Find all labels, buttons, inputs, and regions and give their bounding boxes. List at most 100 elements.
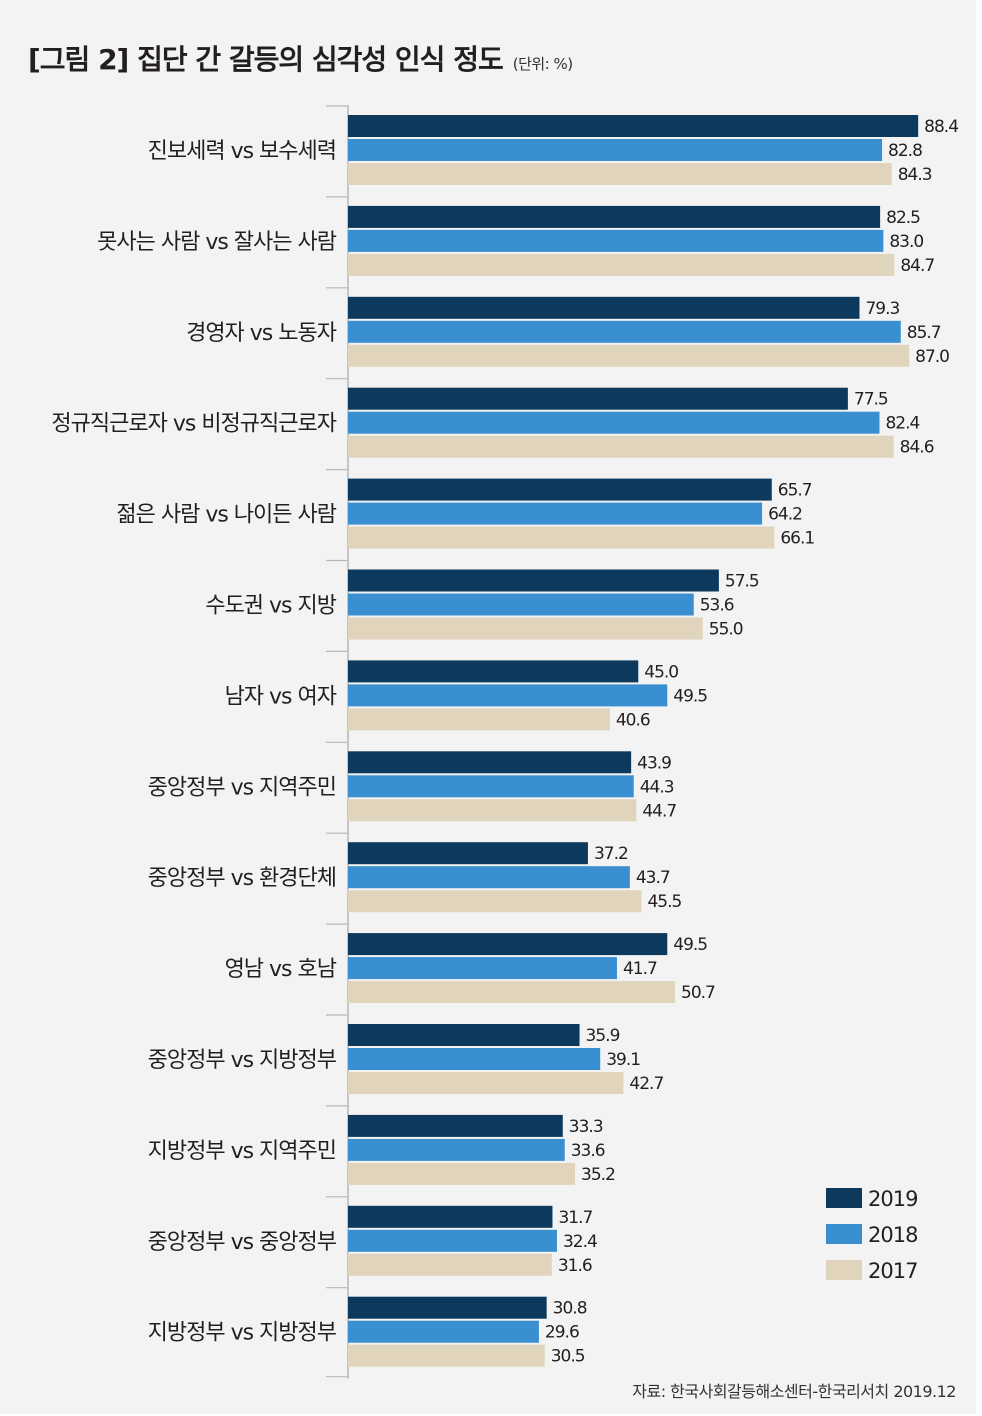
data-label-2017: 84.7 [900,256,934,276]
bar-2018 [348,320,901,343]
chart-unit: (단위: %) [512,55,573,73]
bar-2019 [348,1296,547,1319]
bar-2017 [348,253,895,276]
bar-2019 [348,842,588,865]
data-label-2017: 87.0 [915,347,949,367]
data-label-2018: 33.6 [571,1141,605,1161]
data-label-2017: 66.1 [780,529,814,549]
bar-2018 [348,1320,539,1343]
bar-2017 [348,799,637,822]
bar-2019 [348,478,772,501]
data-label-2017: 35.2 [581,1165,615,1185]
data-label-2019: 31.7 [558,1208,592,1228]
data-label-2019: 79.3 [865,299,899,319]
legend-swatch-2018 [826,1224,862,1244]
category-label: 못사는 사람 vs 잘사는 사람 [97,230,337,255]
data-label-2018: 82.4 [885,414,919,434]
data-label-2017: 50.7 [681,983,715,1003]
bar-2017 [348,435,894,458]
data-label-2017: 31.6 [558,1256,592,1276]
bar-2019 [348,296,860,319]
data-label-2019: 65.7 [778,481,812,501]
data-label-2019: 57.5 [725,572,759,592]
bar-2019 [348,751,632,774]
bar-2018 [348,957,617,980]
source-note: 자료: 한국사회갈등해소센터-한국리서치 2019.12 [632,1382,956,1401]
bar-2019 [348,1024,580,1046]
bar-2019 [348,387,848,410]
data-label-2019: 33.3 [569,1117,603,1137]
data-label-2019: 77.5 [854,390,888,410]
category-label: 중앙정부 vs 환경단체 [148,866,336,891]
data-label-2017: 84.6 [900,438,934,458]
category-label: 수도권 vs 지방 [205,594,336,619]
data-label-2019: 45.0 [644,662,678,682]
bar-2018 [348,775,634,798]
category-label: 중앙정부 vs 중앙정부 [148,1230,337,1255]
bar-2018 [348,593,694,616]
data-label-2019: 30.8 [553,1299,587,1319]
category-label: 중앙정부 vs 지역주민 [148,775,336,800]
data-label-2018: 41.7 [623,959,657,979]
category-label: 정규직근로자 vs 비정규직근로자 [51,412,336,437]
data-label-2017: 30.5 [551,1347,585,1367]
data-label-2019: 43.9 [637,753,671,773]
bar-2017 [348,890,642,913]
bar-2017 [348,981,676,1004]
bar-2018 [348,866,630,889]
chart-title-text: [그림 2] 집단 간 갈등의 심각성 인식 정도 [28,43,504,76]
bar-2018 [348,139,883,161]
category-label: 남자 vs 여자 [225,684,337,709]
bar-2017 [348,1072,624,1094]
data-label-2019: 49.5 [673,935,707,955]
bar-2018 [348,1229,557,1252]
category-label: 진보세력 vs 보수세력 [148,139,336,164]
legend-swatch-2017 [826,1260,862,1280]
data-label-2019: 35.9 [586,1026,620,1046]
bar-2019 [348,205,881,228]
data-label-2018: 44.3 [640,777,674,797]
data-label-2017: 45.5 [647,892,681,912]
bar-2019 [348,115,919,137]
data-label-2018: 64.2 [768,505,802,525]
data-label-2019: 37.2 [594,844,628,864]
data-label-2017: 84.3 [898,165,932,185]
legend-label: 2019 [868,1187,917,1211]
bar-2018 [348,684,668,707]
bar-2017 [348,1253,552,1276]
data-label-2018: 82.8 [888,141,922,161]
bar-2019 [348,933,668,956]
bar-2017 [348,526,775,549]
bar-2018 [348,411,880,434]
bar-2017 [348,708,610,731]
category-label: 영남 vs 호남 [225,957,337,982]
data-label-2017: 40.6 [616,710,650,730]
legend-swatch-2019 [826,1188,862,1208]
bar-2018 [348,1138,565,1161]
bar-2017 [348,344,910,367]
data-label-2019: 82.5 [886,208,920,228]
chart-title: [그림 2] 집단 간 갈등의 심각성 인식 정도 (단위: %) [28,38,573,78]
data-label-2018: 49.5 [673,686,707,706]
bar-2018 [348,1048,601,1070]
bar-2019 [348,660,639,683]
data-label-2018: 83.0 [889,232,923,252]
data-label-2019: 88.4 [924,117,958,137]
data-label-2017: 55.0 [709,620,743,640]
bar-2019 [348,1205,553,1228]
legend-label: 2017 [868,1259,917,1283]
category-label: 중앙정부 vs 지방정부 [148,1048,337,1073]
data-label-2018: 39.1 [606,1050,640,1070]
legend-label: 2018 [868,1223,917,1247]
bar-2017 [348,163,892,185]
bar-2017 [348,617,703,640]
category-label: 지방정부 vs 지역주민 [148,1139,336,1164]
category-label: 지방정부 vs 지방정부 [148,1321,337,1346]
data-label-2018: 53.6 [700,596,734,616]
category-label: 경영자 vs 노동자 [186,321,337,346]
data-label-2018: 43.7 [636,868,670,888]
category-label: 젊은 사람 vs 나이든 사람 [116,503,336,528]
bar-2018 [348,229,884,252]
data-label-2017: 42.7 [629,1074,663,1094]
